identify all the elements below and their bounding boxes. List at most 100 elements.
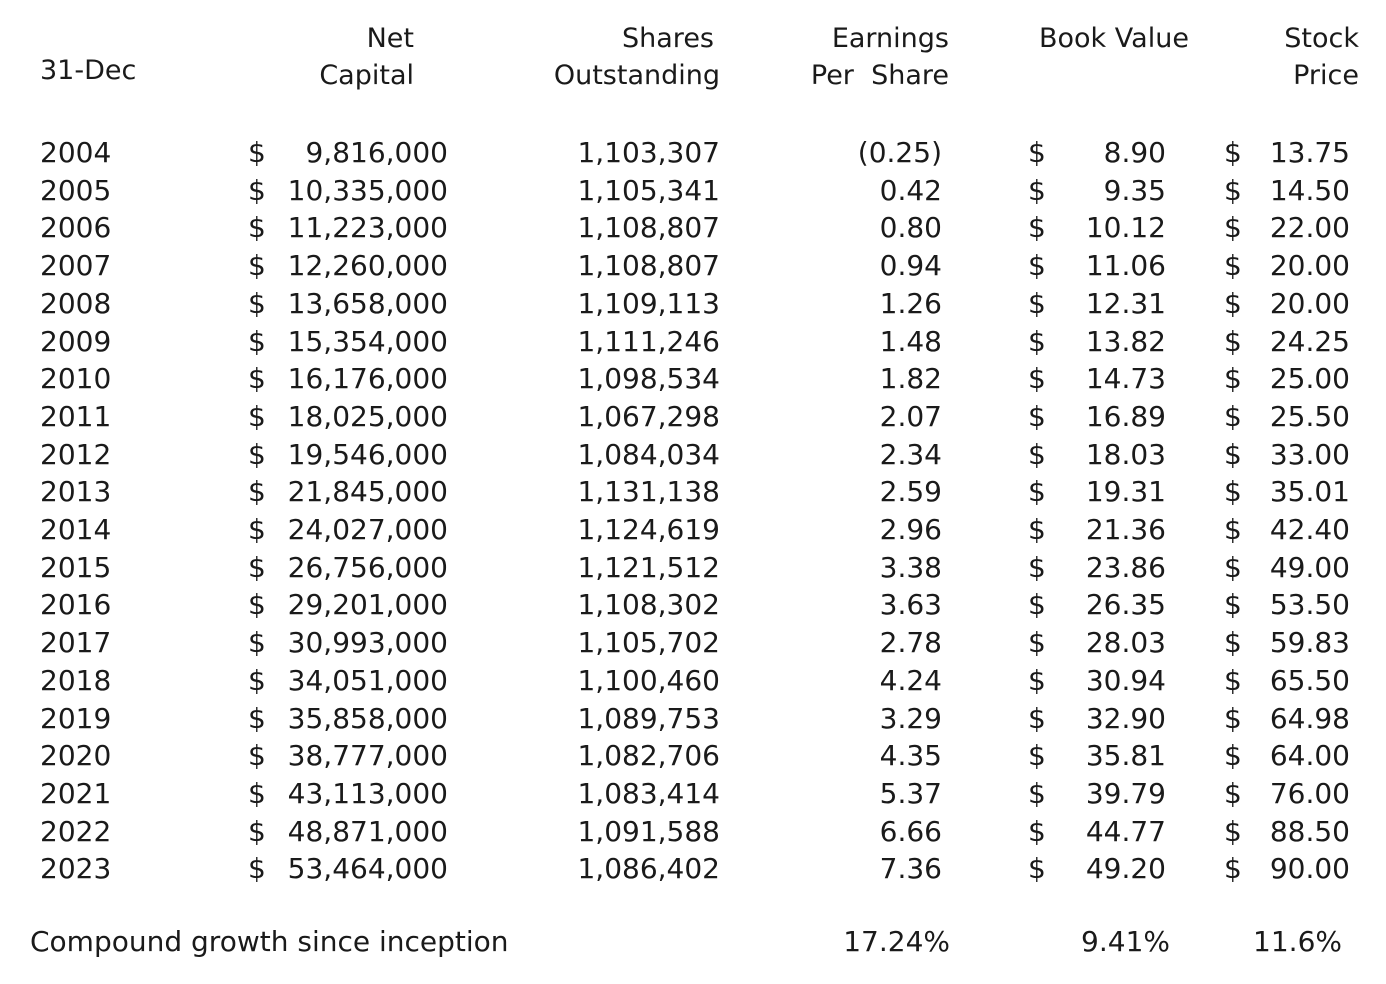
net-capital-currency-symbol: $ [248,550,266,584]
book-value-cell: 16.89 [1085,399,1166,433]
stock-price-currency-symbol: $ [1224,739,1242,773]
book-value-cell: 8.90 [1103,136,1166,169]
eps-cell: 3.29 [879,701,942,735]
book-value-currency-symbol: $ [1028,249,1046,283]
stock-price-cell: 25.00 [1269,362,1350,396]
net-capital-cell: 19,546,000 [287,437,448,471]
stock-price-cell: 90.00 [1269,852,1350,886]
book-value-growth-value: 9.41% [1081,925,1170,958]
eps-cell: 1.26 [879,286,942,320]
net-capital-cell: 38,777,000 [287,739,448,773]
year-cell: 2018 [40,663,112,697]
shares-outstanding-cell: 1,098,534 [577,362,720,396]
eps-cell: 1.82 [879,362,942,396]
stock-price-currency-symbol: $ [1224,362,1242,396]
stock-price-cell: 65.50 [1269,663,1350,697]
stock-price-currency-symbol: $ [1224,814,1242,848]
eps-cell: 0.80 [879,211,942,245]
stock-price-cell: 22.00 [1269,211,1350,245]
shares-outstanding-cell: 1,108,807 [577,249,720,283]
stock-price-currency-symbol: $ [1224,173,1242,207]
header-year: 31-Dec [40,55,137,86]
compound-growth-row: Compound growth since inception 17.24% 9… [0,922,1386,962]
shares-outstanding-cell: 1,124,619 [577,513,720,546]
book-value-currency-symbol: $ [1028,211,1046,245]
net-capital-currency-symbol: $ [248,211,266,245]
stock-price-currency-symbol: $ [1224,701,1242,735]
book-value-cell: 35.81 [1085,739,1166,773]
shares-outstanding-cell: 1,103,307 [577,136,720,169]
table-row: 2015 $26,756,000 1,121,512 3.38 $23.86 $49.00 [0,549,1386,587]
compound-growth-label: Compound growth since inception [30,925,509,958]
table-row: 2005 $10,335,000 1,105,341 0.42 $9.35 $14.50 [0,172,1386,210]
header-stock-price-line1: Stock [1284,23,1359,54]
year-cell: 2012 [40,437,112,471]
shares-outstanding-cell: 1,082,706 [577,739,720,773]
shares-outstanding-cell: 1,067,298 [577,399,720,433]
net-capital-currency-symbol: $ [248,626,266,660]
book-value-cell: 28.03 [1085,626,1166,660]
eps-cell: 4.24 [879,663,942,697]
book-value-currency-symbol: $ [1028,437,1046,471]
table-row: 2018 $34,051,000 1,100,460 4.24 $30.94 $65.50 [0,662,1386,700]
eps-cell: 3.63 [879,588,942,622]
book-value-cell: 9.35 [1103,173,1166,207]
stock-price-currency-symbol: $ [1224,475,1242,509]
eps-cell: 0.42 [879,173,942,207]
net-capital-cell: 35,858,000 [287,701,448,735]
table-row: 2009 $15,354,000 1,111,246 1.48 $13.82 $24.25 [0,323,1386,361]
table-row: 2008 $13,658,000 1,109,113 1.26 $12.31 $20.00 [0,285,1386,323]
eps-cell: 6.66 [879,814,942,848]
year-cell: 2022 [40,814,112,848]
stock-price-currency-symbol: $ [1224,286,1242,320]
year-cell: 2007 [40,249,112,283]
book-value-cell: 39.79 [1085,776,1166,810]
year-cell: 2004 [40,136,112,169]
net-capital-currency-symbol: $ [248,588,266,622]
table-row: 2017 $30,993,000 1,105,702 2.78 $28.03 $59.83 [0,624,1386,662]
stock-price-currency-symbol: $ [1224,852,1242,886]
net-capital-cell: 30,993,000 [287,626,448,660]
stock-price-currency-symbol: $ [1224,588,1242,622]
net-capital-currency-symbol: $ [248,776,266,810]
net-capital-cell: 12,260,000 [287,249,448,283]
net-capital-currency-symbol: $ [248,663,266,697]
book-value-cell: 19.31 [1085,475,1166,509]
book-value-currency-symbol: $ [1028,739,1046,773]
shares-outstanding-cell: 1,105,702 [577,626,720,660]
table-row: 2004 $9,816,000 1,103,307 (0.25) $8.90 $13.75 [0,134,1386,172]
net-capital-cell: 29,201,000 [287,588,448,622]
book-value-cell: 23.86 [1085,550,1166,584]
stock-price-cell: 59.83 [1269,626,1350,660]
net-capital-cell: 48,871,000 [287,814,448,848]
net-capital-cell: 18,025,000 [287,399,448,433]
net-capital-currency-symbol: $ [248,852,266,886]
eps-cell: 2.96 [879,513,942,546]
eps-cell: 7.36 [879,852,942,886]
stock-price-cell: 20.00 [1269,249,1350,283]
year-cell: 2005 [40,173,112,207]
book-value-currency-symbol: $ [1028,776,1046,810]
net-capital-cell: 11,223,000 [287,211,448,245]
net-capital-currency-symbol: $ [248,249,266,283]
shares-outstanding-cell: 1,100,460 [577,663,720,697]
table-row: 2021 $43,113,000 1,083,414 5.37 $39.79 $76.00 [0,775,1386,813]
net-capital-cell: 16,176,000 [287,362,448,396]
book-value-cell: 30.94 [1085,663,1166,697]
eps-cell: 3.38 [879,550,942,584]
year-cell: 2015 [40,550,112,584]
shares-outstanding-cell: 1,084,034 [577,437,720,471]
year-cell: 2021 [40,776,112,810]
header-eps-line1: Earnings [831,23,949,54]
stock-price-currency-symbol: $ [1224,663,1242,697]
year-cell: 2019 [40,701,112,735]
stock-price-cell: 64.00 [1269,739,1350,773]
stock-price-cell: 42.40 [1269,513,1350,546]
eps-cell: 2.34 [879,437,942,471]
header-stock-price-line2: Price [1293,60,1359,91]
eps-cell: 0.94 [879,249,942,283]
book-value-currency-symbol: $ [1028,399,1046,433]
shares-outstanding-cell: 1,121,512 [577,550,720,584]
net-capital-cell: 24,027,000 [287,513,448,546]
shares-outstanding-cell: 1,091,588 [577,814,720,848]
